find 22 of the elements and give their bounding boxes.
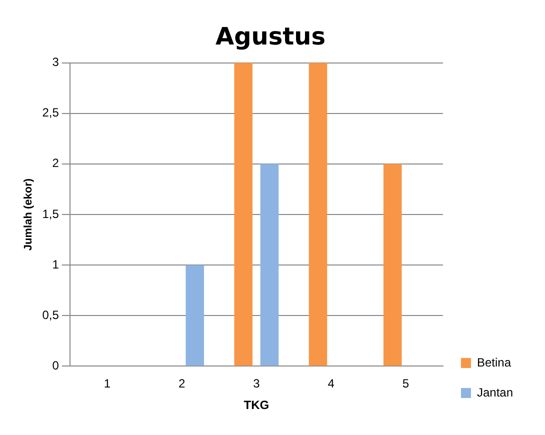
bar (186, 265, 204, 366)
x-tick-label: 2 (178, 376, 186, 391)
y-tick-label: 3 (52, 55, 60, 70)
y-tick-label: 2,5 (42, 106, 60, 120)
x-tick-label: 3 (253, 376, 260, 391)
x-tick-label: 4 (328, 376, 335, 391)
x-axis-title: TKG (244, 398, 270, 412)
bar (383, 164, 402, 366)
legend-label: Jantan (476, 385, 513, 400)
y-tick-label: 1,5 (42, 206, 60, 221)
x-tick-label: 1 (104, 376, 111, 391)
legend-label: Betina (476, 355, 512, 370)
y-axis-title: Jumlah (ekor) (22, 178, 35, 251)
y-tick-label: 2 (52, 156, 60, 170)
bar (234, 62, 253, 366)
bar (308, 62, 328, 366)
y-tick-label: 0 (52, 358, 60, 373)
y-tick-label: 1 (52, 257, 60, 272)
chart-title: Agustus (216, 22, 326, 51)
y-tick-label: 0,5 (42, 308, 60, 322)
x-tick-label: 5 (402, 376, 410, 391)
bar (260, 164, 279, 366)
